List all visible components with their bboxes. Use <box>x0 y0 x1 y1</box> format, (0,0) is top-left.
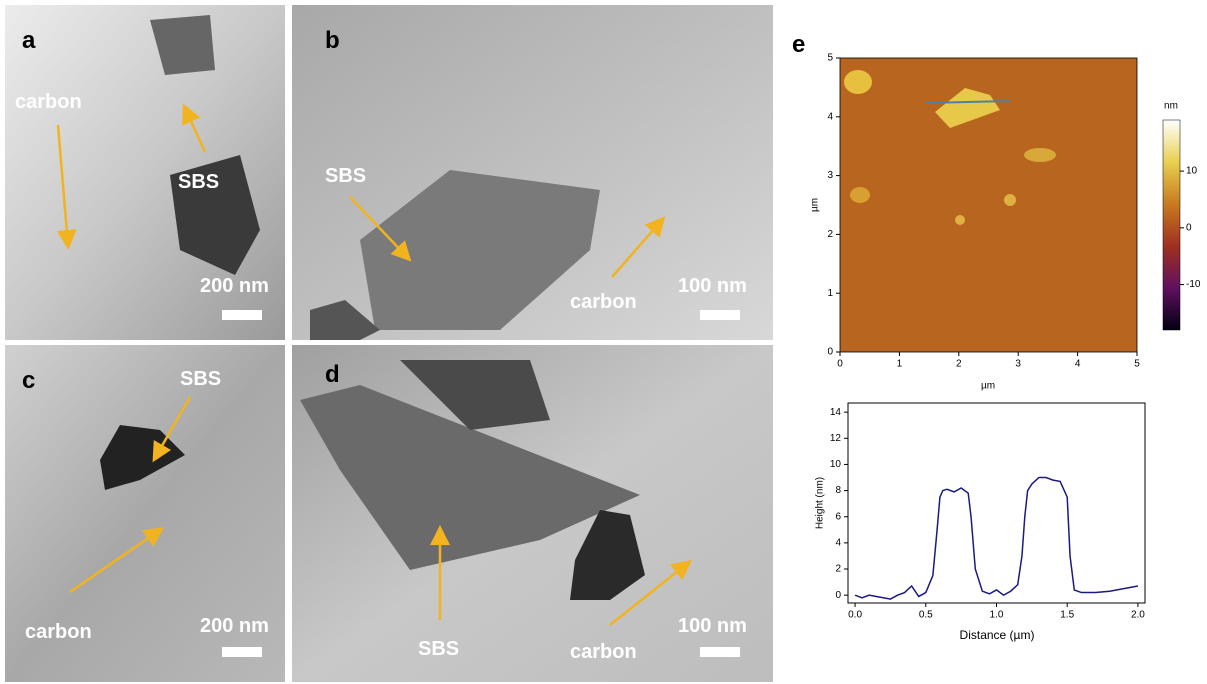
panel-label: d <box>325 361 340 388</box>
annotation: SBS <box>325 165 366 187</box>
panel-label: a <box>22 27 36 54</box>
panel-a: a carbon SBS 200 nm <box>5 5 285 340</box>
scale-bar-label: 100 nm <box>678 275 747 297</box>
colorbar-tick-label: 0 <box>1186 222 1192 233</box>
panel-label: b <box>325 27 340 54</box>
feature <box>1004 194 1016 206</box>
x-tick-label: 2 <box>956 359 962 370</box>
panel-b: b SBS carbon 100 nm <box>292 5 773 340</box>
x-axis-label: µm <box>981 381 995 392</box>
plot-frame <box>847 402 1146 604</box>
y-tick-label: 0 <box>835 590 841 601</box>
profile-line <box>924 100 1011 104</box>
particle <box>170 155 260 275</box>
y-tick-label: 3 <box>827 170 833 181</box>
plot-frame <box>839 57 1138 353</box>
particle <box>360 170 600 330</box>
scale-bar <box>222 647 262 657</box>
y-tick-label: 12 <box>830 433 842 444</box>
particle <box>310 300 380 340</box>
scale-bar <box>700 310 740 320</box>
colorbar-tick-label: 10 <box>1186 166 1198 177</box>
y-tick-label: 2 <box>827 229 833 240</box>
y-tick-label: 0 <box>827 347 833 358</box>
scale-bar-label: 200 nm <box>200 275 269 297</box>
y-axis-label: µm <box>810 198 821 212</box>
feature <box>935 88 1000 128</box>
scale-bar-label: 200 nm <box>200 615 269 637</box>
x-tick-label: 1 <box>897 359 903 370</box>
particle <box>570 510 645 600</box>
annotation: carbon <box>25 621 92 643</box>
arrow <box>69 527 165 594</box>
annotation: carbon <box>15 91 82 113</box>
tem-image <box>5 345 285 682</box>
x-axis-label: Distance (µm) <box>960 628 1035 642</box>
annotation: carbon <box>570 641 637 663</box>
y-tick-label: 6 <box>835 511 841 522</box>
arrow <box>56 124 77 250</box>
panel-label: e <box>792 31 805 58</box>
y-tick-label: 4 <box>827 111 833 122</box>
particle <box>300 385 640 570</box>
colorbar-tick-label: -10 <box>1186 279 1201 290</box>
afm-map <box>840 58 1181 352</box>
feature <box>1024 148 1056 162</box>
x-tick-label: 0.0 <box>848 610 862 621</box>
y-tick-label: 2 <box>835 564 841 575</box>
feature <box>955 215 965 225</box>
colorbar <box>1162 119 1181 331</box>
panel-d: d SBS carbon 100 nm <box>292 345 773 682</box>
arrow <box>152 396 192 463</box>
y-tick-label: 8 <box>835 485 841 496</box>
feature <box>844 70 872 94</box>
arrow <box>609 559 692 626</box>
feature <box>850 187 870 203</box>
y-tick-label: 1 <box>827 288 833 299</box>
y-axis-label: Height (nm) <box>815 477 826 529</box>
x-tick-label: 4 <box>1075 359 1081 370</box>
arrow <box>611 216 666 278</box>
x-tick-label: 0.5 <box>919 610 933 621</box>
annotation: SBS <box>418 638 459 660</box>
y-tick-label: 10 <box>830 459 842 470</box>
scale-bar <box>222 310 262 320</box>
annotation: SBS <box>180 368 221 390</box>
x-tick-label: 5 <box>1134 359 1140 370</box>
y-tick-label: 14 <box>830 407 842 418</box>
scale-bar-label: 100 nm <box>678 615 747 637</box>
x-tick-label: 3 <box>1015 359 1021 370</box>
x-tick-label: 1.0 <box>990 610 1004 621</box>
x-tick-label: 0 <box>837 359 843 370</box>
particle <box>150 15 215 75</box>
data-line <box>854 476 1139 600</box>
arrow <box>349 196 412 262</box>
particle <box>400 360 550 430</box>
x-tick-label: 1.5 <box>1060 610 1074 621</box>
annotation: carbon <box>570 291 637 313</box>
scale-bar <box>700 647 740 657</box>
x-tick-label: 2.0 <box>1131 610 1145 621</box>
arrow <box>182 103 207 153</box>
colorbar-label: nm <box>1164 101 1178 112</box>
panel-c: c SBS carbon 200 nm <box>5 345 285 682</box>
annotation: SBS <box>178 171 219 193</box>
y-tick-label: 4 <box>835 538 841 549</box>
panel-label: c <box>22 367 35 394</box>
y-tick-label: 5 <box>827 53 833 64</box>
